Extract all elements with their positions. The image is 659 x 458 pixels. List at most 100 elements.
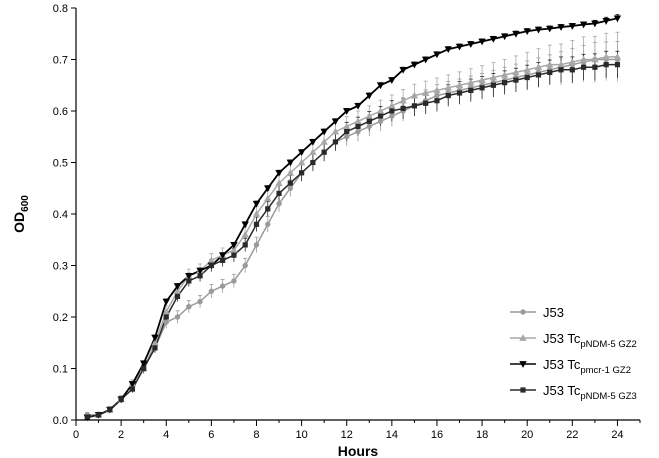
data-point (388, 77, 396, 84)
data-point (197, 273, 203, 279)
data-point (320, 138, 328, 145)
data-point (287, 180, 293, 186)
data-point (512, 30, 520, 38)
data-point (523, 28, 531, 35)
legend-label-subscript: pmcr-1 GZ2 (580, 365, 631, 376)
legend-swatch-marker (520, 309, 526, 315)
series-line (87, 58, 618, 416)
legend-label-subscript: pNDM-5 GZ3 (580, 391, 636, 402)
series-line (87, 63, 618, 419)
data-point (592, 64, 598, 70)
data-point (513, 77, 519, 83)
data-point (151, 334, 159, 342)
y-tick-label: 0.5 (53, 158, 68, 170)
data-point (603, 62, 609, 68)
data-point (196, 267, 204, 275)
data-point (433, 86, 441, 94)
legend-label-base: J53 Tc (543, 383, 581, 398)
data-point (264, 185, 272, 193)
data-point (534, 26, 543, 34)
y-tick-label: 0.4 (53, 209, 68, 221)
data-point (434, 92, 440, 99)
data-point (433, 51, 441, 59)
data-point (265, 221, 271, 228)
data-point (490, 82, 496, 88)
data-point (163, 314, 169, 320)
data-point (614, 62, 621, 68)
data-point (320, 128, 328, 136)
data-point (242, 242, 248, 248)
data-point (253, 242, 260, 248)
data-point (478, 76, 486, 83)
x-tick-label: 16 (431, 429, 443, 441)
data-point (242, 262, 248, 269)
y-tick-label: 0.0 (53, 415, 68, 427)
data-point (421, 89, 430, 96)
y-tick-label: 0.7 (53, 55, 68, 67)
data-point (591, 20, 599, 28)
data-point (107, 407, 113, 413)
x-tick-label: 10 (295, 429, 307, 441)
data-point (613, 15, 622, 23)
legend-label: J53 (543, 305, 564, 320)
data-point (366, 123, 372, 130)
data-point (444, 46, 452, 54)
x-tick-label: 20 (521, 429, 533, 441)
x-tick-label: 22 (566, 429, 578, 441)
data-point (410, 91, 419, 99)
data-point (421, 56, 430, 64)
y-tick-label: 0.8 (53, 3, 68, 15)
data-point (534, 63, 543, 71)
data-point (344, 129, 350, 135)
data-point (309, 148, 317, 156)
y-axis-title-base: OD (11, 212, 27, 233)
data-point (208, 288, 215, 294)
data-point (456, 90, 463, 96)
data-point (186, 304, 192, 310)
data-point (128, 381, 137, 388)
data-point (366, 118, 372, 124)
x-axis-ticks: 0 2 4 6 8 10 12 14 16 18 20 22 24 (73, 420, 641, 441)
data-point (141, 365, 147, 372)
data-point (547, 69, 553, 75)
data-point (297, 149, 306, 157)
data-point (377, 118, 384, 125)
data-point (310, 159, 316, 166)
data-point (558, 67, 564, 73)
data-point (219, 283, 226, 289)
data-point (489, 36, 498, 43)
data-point (569, 67, 575, 73)
data-point (444, 84, 452, 91)
data-point (162, 298, 170, 306)
x-tick-label: 14 (386, 429, 398, 441)
series-markers (83, 15, 622, 422)
data-point (524, 74, 530, 81)
data-point (152, 345, 158, 351)
series-line (87, 17, 618, 419)
y-axis-title-subscript: 600 (20, 195, 31, 212)
data-point (502, 80, 508, 86)
data-point (129, 386, 136, 392)
data-point (220, 257, 226, 263)
x-tick-label: 2 (118, 429, 124, 441)
data-point (376, 82, 385, 90)
x-tick-label: 0 (73, 429, 79, 441)
x-tick-label: 18 (476, 429, 488, 441)
data-point (231, 278, 237, 284)
data-point (546, 25, 554, 33)
data-point (580, 64, 587, 70)
data-point (400, 105, 406, 112)
data-point (343, 108, 351, 115)
data-point (309, 139, 317, 146)
legend-swatch-marker (519, 361, 527, 368)
y-axis-title: OD600 (11, 195, 31, 233)
data-point (163, 319, 169, 325)
data-point (218, 252, 227, 260)
x-axis-title: Hours (338, 443, 379, 458)
data-point (455, 43, 464, 51)
data-point (411, 103, 418, 109)
data-point (241, 230, 249, 238)
legend-label: J53 Tcpmcr-1 GZ2 (543, 357, 631, 376)
